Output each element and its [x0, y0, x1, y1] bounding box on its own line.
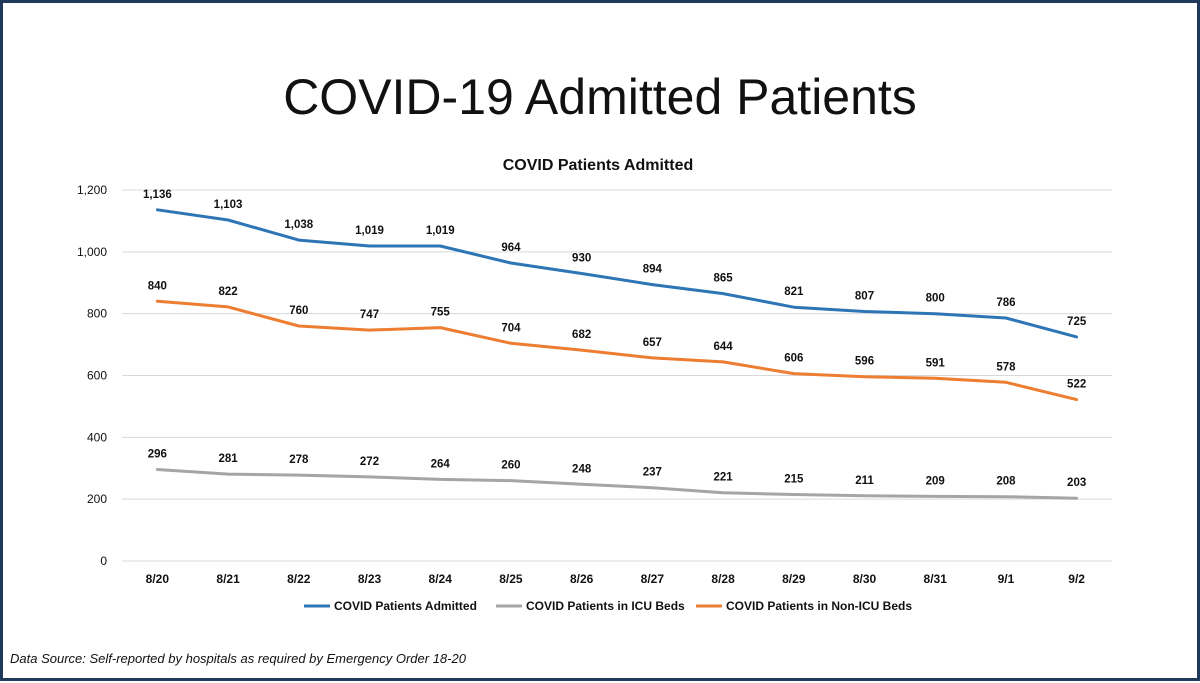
x-tick-label: 8/21 — [216, 572, 240, 586]
data-label: 237 — [643, 467, 662, 479]
legend-label: COVID Patients in ICU Beds — [526, 599, 685, 613]
slide-title: COVID-19 Admitted Patients — [283, 69, 917, 125]
data-label: 755 — [431, 307, 451, 319]
data-label: 578 — [996, 361, 1016, 373]
data-label: 209 — [926, 475, 945, 487]
data-label: 800 — [926, 293, 945, 305]
legend: COVID Patients Admitted COVID Patients in… — [304, 599, 912, 613]
data-label: 215 — [784, 474, 804, 486]
y-axis-ticks: 0 200 400 600 800 1,000 1,200 — [77, 183, 107, 568]
data-label: 1,019 — [355, 225, 384, 237]
y-tick-label: 200 — [87, 492, 107, 506]
data-label: 596 — [855, 356, 874, 368]
y-tick-label: 600 — [87, 369, 107, 383]
x-tick-label: 8/27 — [641, 572, 665, 586]
data-label: 682 — [572, 329, 591, 341]
data-label: 211 — [855, 475, 874, 487]
y-tick-label: 0 — [100, 554, 107, 568]
chart-title: COVID Patients Admitted — [503, 157, 694, 174]
data-label: 591 — [926, 357, 946, 369]
data-label: 786 — [996, 297, 1015, 309]
data-label: 296 — [148, 448, 167, 460]
data-label: 822 — [218, 286, 237, 298]
series-line — [155, 468, 1079, 500]
data-label: 264 — [431, 458, 451, 470]
x-tick-label: 8/31 — [924, 572, 948, 586]
data-source-note: Data Source: Self-reported by hospitals … — [10, 651, 466, 666]
data-label: 644 — [713, 341, 733, 353]
series-line — [155, 208, 1079, 339]
y-tick-label: 1,200 — [77, 183, 107, 197]
x-tick-label: 8/23 — [358, 572, 382, 586]
data-labels: 1,136 1,103 1,038 1,019 1,019 964 930 894 865 821… — [143, 189, 1087, 489]
data-label: 278 — [289, 454, 309, 466]
x-tick-label: 8/24 — [429, 572, 453, 586]
data-label: 894 — [643, 264, 663, 276]
data-label: 606 — [784, 353, 803, 365]
x-tick-label: 8/25 — [499, 572, 523, 586]
data-label: 807 — [855, 291, 874, 303]
x-tick-label: 9/1 — [998, 572, 1015, 586]
data-label: 840 — [148, 280, 167, 292]
data-label: 281 — [218, 453, 238, 465]
x-tick-label: 8/26 — [570, 572, 594, 586]
data-label: 725 — [1067, 316, 1087, 328]
data-label: 1,038 — [284, 219, 313, 231]
x-tick-label: 8/22 — [287, 572, 311, 586]
x-axis-ticks: 8/20 8/21 8/22 8/23 8/24 8/25 8/26 8/27 8/28 8/29… — [146, 572, 1086, 586]
data-label: 964 — [501, 242, 521, 254]
data-label: 760 — [289, 305, 308, 317]
y-tick-label: 800 — [87, 307, 107, 321]
data-label: 1,103 — [214, 199, 243, 211]
y-tick-label: 1,000 — [77, 245, 107, 259]
x-tick-label: 8/29 — [782, 572, 806, 586]
data-label: 248 — [572, 463, 592, 475]
series-lines — [155, 208, 1079, 500]
data-label: 260 — [501, 460, 520, 472]
x-tick-label: 8/28 — [711, 572, 735, 586]
data-label: 1,019 — [426, 225, 455, 237]
gridlines — [122, 189, 1112, 562]
legend-label: COVID Patients in Non-ICU Beds — [726, 599, 912, 613]
data-label: 930 — [572, 252, 591, 264]
data-label: 203 — [1067, 477, 1086, 489]
data-label: 657 — [643, 337, 662, 349]
series-line — [155, 299, 1079, 402]
data-label: 208 — [996, 476, 1016, 488]
data-label: 865 — [713, 273, 733, 285]
x-tick-label: 8/20 — [146, 572, 170, 586]
data-label: 1,136 — [143, 189, 172, 201]
data-label: 704 — [501, 322, 521, 334]
x-tick-label: 8/30 — [853, 572, 877, 586]
data-label: 272 — [360, 456, 379, 468]
data-label: 522 — [1067, 379, 1086, 391]
y-tick-label: 400 — [87, 430, 107, 444]
data-label: 747 — [360, 309, 379, 321]
data-label: 221 — [713, 472, 733, 484]
x-tick-label: 9/2 — [1068, 572, 1085, 586]
data-label: 821 — [784, 286, 804, 298]
legend-label: COVID Patients Admitted — [334, 599, 477, 613]
